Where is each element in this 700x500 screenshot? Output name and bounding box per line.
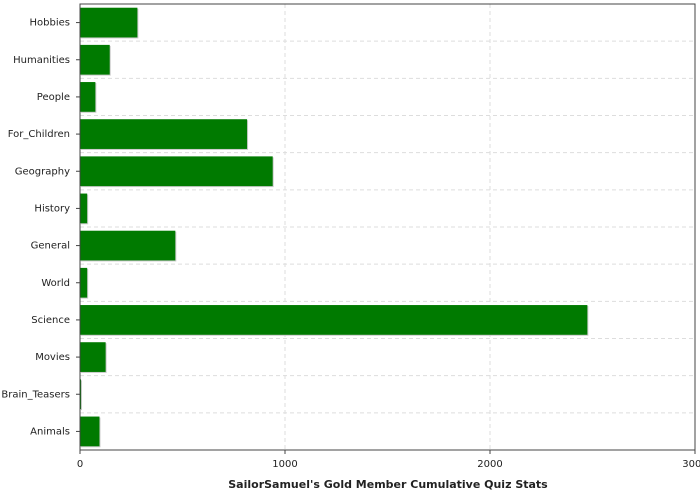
- y-tick-label: For_Children: [8, 129, 70, 140]
- bar: [80, 7, 138, 38]
- bar: [80, 267, 88, 298]
- y-tick-label: Geography: [15, 166, 70, 177]
- bar: [80, 119, 248, 149]
- plot-border: [79, 3, 696, 451]
- y-tick-label: Hobbies: [30, 18, 70, 29]
- y-tick-label: History: [34, 203, 70, 214]
- bar: [80, 342, 106, 372]
- bar: [80, 193, 88, 224]
- bar: [80, 305, 588, 335]
- bar: [80, 230, 176, 261]
- y-tick-label: General: [31, 241, 70, 252]
- bar: [80, 379, 82, 410]
- y-tick-label: Humanities: [13, 55, 70, 66]
- y-tick-label: Science: [31, 315, 70, 326]
- bar: [80, 416, 100, 447]
- x-tick-label: 0: [77, 459, 83, 470]
- x-tick-label: 3000: [682, 459, 700, 470]
- y-tick-label: Movies: [35, 352, 70, 363]
- y-tick-label: Brain_Teasers: [1, 389, 70, 400]
- y-tick-label: People: [37, 92, 70, 103]
- x-tick-label: 2000: [477, 459, 502, 470]
- chart-title: SailorSamuel's Gold Member Cumulative Qu…: [228, 478, 548, 491]
- bar-shadow: [81, 380, 83, 411]
- y-tick-label: World: [41, 278, 70, 289]
- bar: [80, 44, 110, 75]
- x-tick-label: 1000: [272, 459, 297, 470]
- y-tick-label: Animals: [30, 426, 70, 437]
- bar: [80, 82, 96, 112]
- bar: [80, 156, 273, 187]
